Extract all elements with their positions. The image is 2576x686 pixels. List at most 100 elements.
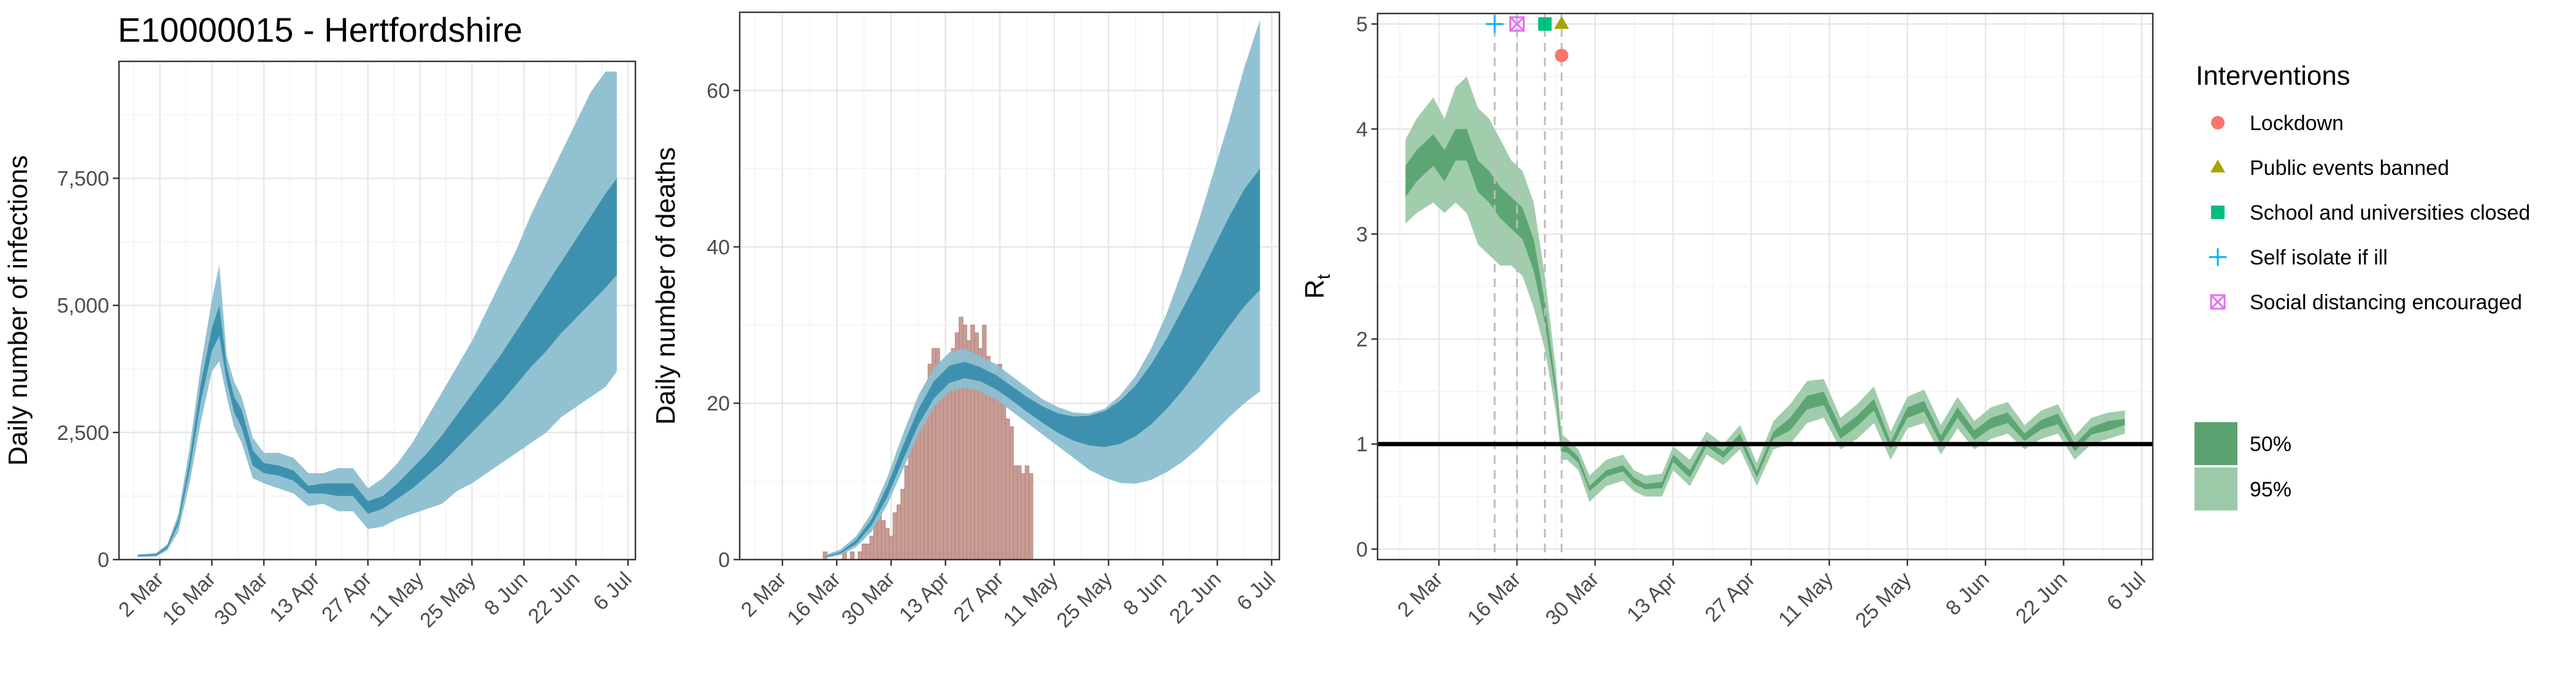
death-bar xyxy=(947,363,952,560)
y-tick-label: 20 xyxy=(707,392,730,415)
x-tick-label: 11 May xyxy=(1774,568,1838,631)
y-tick-label: 1 xyxy=(1356,433,1368,457)
legend: Interventions Lockdown Public events banne… xyxy=(2195,61,2530,511)
death-bar xyxy=(869,536,874,560)
marker-triangle-icon xyxy=(2210,160,2226,172)
marker-boxx-icon xyxy=(1509,16,1525,32)
x-tick-label: 30 Mar xyxy=(210,568,272,630)
panel-frame xyxy=(1376,12,2154,561)
marker-square-icon xyxy=(2211,206,2225,219)
legend-item-label: Public events banned xyxy=(2250,156,2449,180)
y-axis-title: Daily number of deaths xyxy=(651,147,681,425)
boxx-d2 xyxy=(1509,17,1525,32)
interventions xyxy=(1485,13,1570,560)
panel-frame xyxy=(738,11,1281,561)
x-tick-label: 13 Apr xyxy=(895,568,954,626)
square-marker xyxy=(2211,206,2225,219)
death-bar xyxy=(1009,426,1014,560)
x-tick-label: 22 Jun xyxy=(2011,568,2072,628)
marker-triangle-icon xyxy=(1554,16,1570,29)
marker-plus-icon xyxy=(2209,248,2227,266)
band-50pct xyxy=(137,178,617,557)
x-tick-label: 25 May xyxy=(1052,568,1117,633)
x-tick-label: 27 Apr xyxy=(1701,568,1760,626)
legend-item-label: Lockdown xyxy=(2250,112,2344,135)
x-tick-label: 13 Apr xyxy=(1622,568,1681,626)
band-95pct xyxy=(137,71,617,557)
marker-square-icon xyxy=(1538,17,1552,31)
x-tick-label: 8 Jun xyxy=(1119,568,1171,620)
x-tick-label: 11 May xyxy=(999,568,1063,631)
x-tick-label: 25 May xyxy=(1851,568,1916,633)
death-bar xyxy=(892,512,897,560)
band-95pct xyxy=(1405,76,2125,502)
y-axis: 0 20 40 60 xyxy=(707,79,740,572)
legend-title: Interventions xyxy=(2196,61,2350,91)
x-tick-label: 30 Mar xyxy=(1541,568,1604,630)
y-tick-label: 3 xyxy=(1356,223,1368,246)
y-tick-label: 5,000 xyxy=(57,295,109,318)
legend-item-label: School and universities closed xyxy=(2250,201,2530,225)
marker-plus-icon xyxy=(1485,15,1504,33)
legend-item: Lockdown xyxy=(2211,112,2344,135)
marker-circle-icon xyxy=(1555,48,1569,63)
death-bar xyxy=(1005,418,1010,560)
x-tick-label: 27 Apr xyxy=(949,568,1008,626)
death-bar xyxy=(989,379,995,560)
y-axis-title-subscript: t xyxy=(1314,274,1334,279)
y-axis-title: Rt xyxy=(1300,274,1334,299)
triangle-marker xyxy=(2210,160,2226,172)
y-axis: 0 2,500 5,000 7,500 xyxy=(57,168,119,572)
circle-marker xyxy=(2211,116,2225,129)
circle-marker xyxy=(1555,48,1569,63)
y-tick-label: 2,500 xyxy=(57,422,109,445)
death-bar xyxy=(1017,465,1022,560)
death-bar xyxy=(1001,403,1006,560)
x-tick-label: 8 Jun xyxy=(1941,568,1994,620)
death-bar xyxy=(865,544,870,560)
triangle-marker xyxy=(1554,16,1570,29)
y-tick-label: 0 xyxy=(718,549,730,572)
death-bar xyxy=(889,536,894,560)
y-axis: 0 1 2 3 4 5 xyxy=(1356,13,1378,561)
marker-boxx-icon xyxy=(2210,294,2226,310)
y-tick-label: 0 xyxy=(98,549,109,572)
boxx-box xyxy=(2210,294,2226,310)
death-bar xyxy=(896,504,902,560)
x-tick-label: 16 Mar xyxy=(783,568,845,630)
legend-band-label: 50% xyxy=(2250,433,2291,456)
legend-band-label: 95% xyxy=(2250,478,2291,501)
legend-item-label: Self isolate if ill xyxy=(2250,246,2388,269)
y-tick-label: 5 xyxy=(1356,13,1368,36)
boxx-d2 xyxy=(2210,294,2226,310)
legend-item-label: Social distancing encouraged xyxy=(2250,291,2522,314)
death-bar xyxy=(1024,465,1030,560)
x-tick-label: 25 May xyxy=(415,568,480,633)
marker-circle-icon xyxy=(2211,116,2225,129)
page-title: E10000015 - Hertfordshire xyxy=(118,10,523,49)
legend-item: Self isolate if ill xyxy=(2209,246,2388,269)
panel-rt: 0 1 2 3 4 5 2 Mar 16 Mar 30 Mar 13 Apr 27 Apr 11 Ma… xyxy=(1300,12,2154,632)
legend-item: School and universities closed xyxy=(2211,201,2530,225)
band-50pct xyxy=(825,168,1260,558)
legend-band-swatch xyxy=(2195,468,2237,511)
legend-band: 95% xyxy=(2195,468,2291,511)
x-tick-label: 6 Jul xyxy=(1232,568,1280,615)
x-tick-label: 30 Mar xyxy=(837,568,900,630)
x-tick-label: 11 May xyxy=(364,568,428,631)
legend-band: 50% xyxy=(2195,422,2291,465)
y-tick-label: 0 xyxy=(1356,538,1368,561)
legend-item: Public events banned xyxy=(2210,156,2449,180)
y-tick-label: 2 xyxy=(1356,328,1368,352)
y-tick-label: 4 xyxy=(1356,118,1368,141)
y-tick-label: 60 xyxy=(707,79,730,102)
legend-item: Social distancing encouraged xyxy=(2210,291,2522,314)
x-tick-label: 16 Mar xyxy=(158,568,220,630)
x-tick-label: 22 Jun xyxy=(524,568,585,628)
